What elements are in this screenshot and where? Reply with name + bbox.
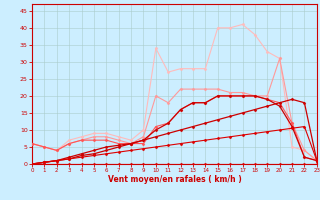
X-axis label: Vent moyen/en rafales ( km/h ): Vent moyen/en rafales ( km/h ) bbox=[108, 175, 241, 184]
